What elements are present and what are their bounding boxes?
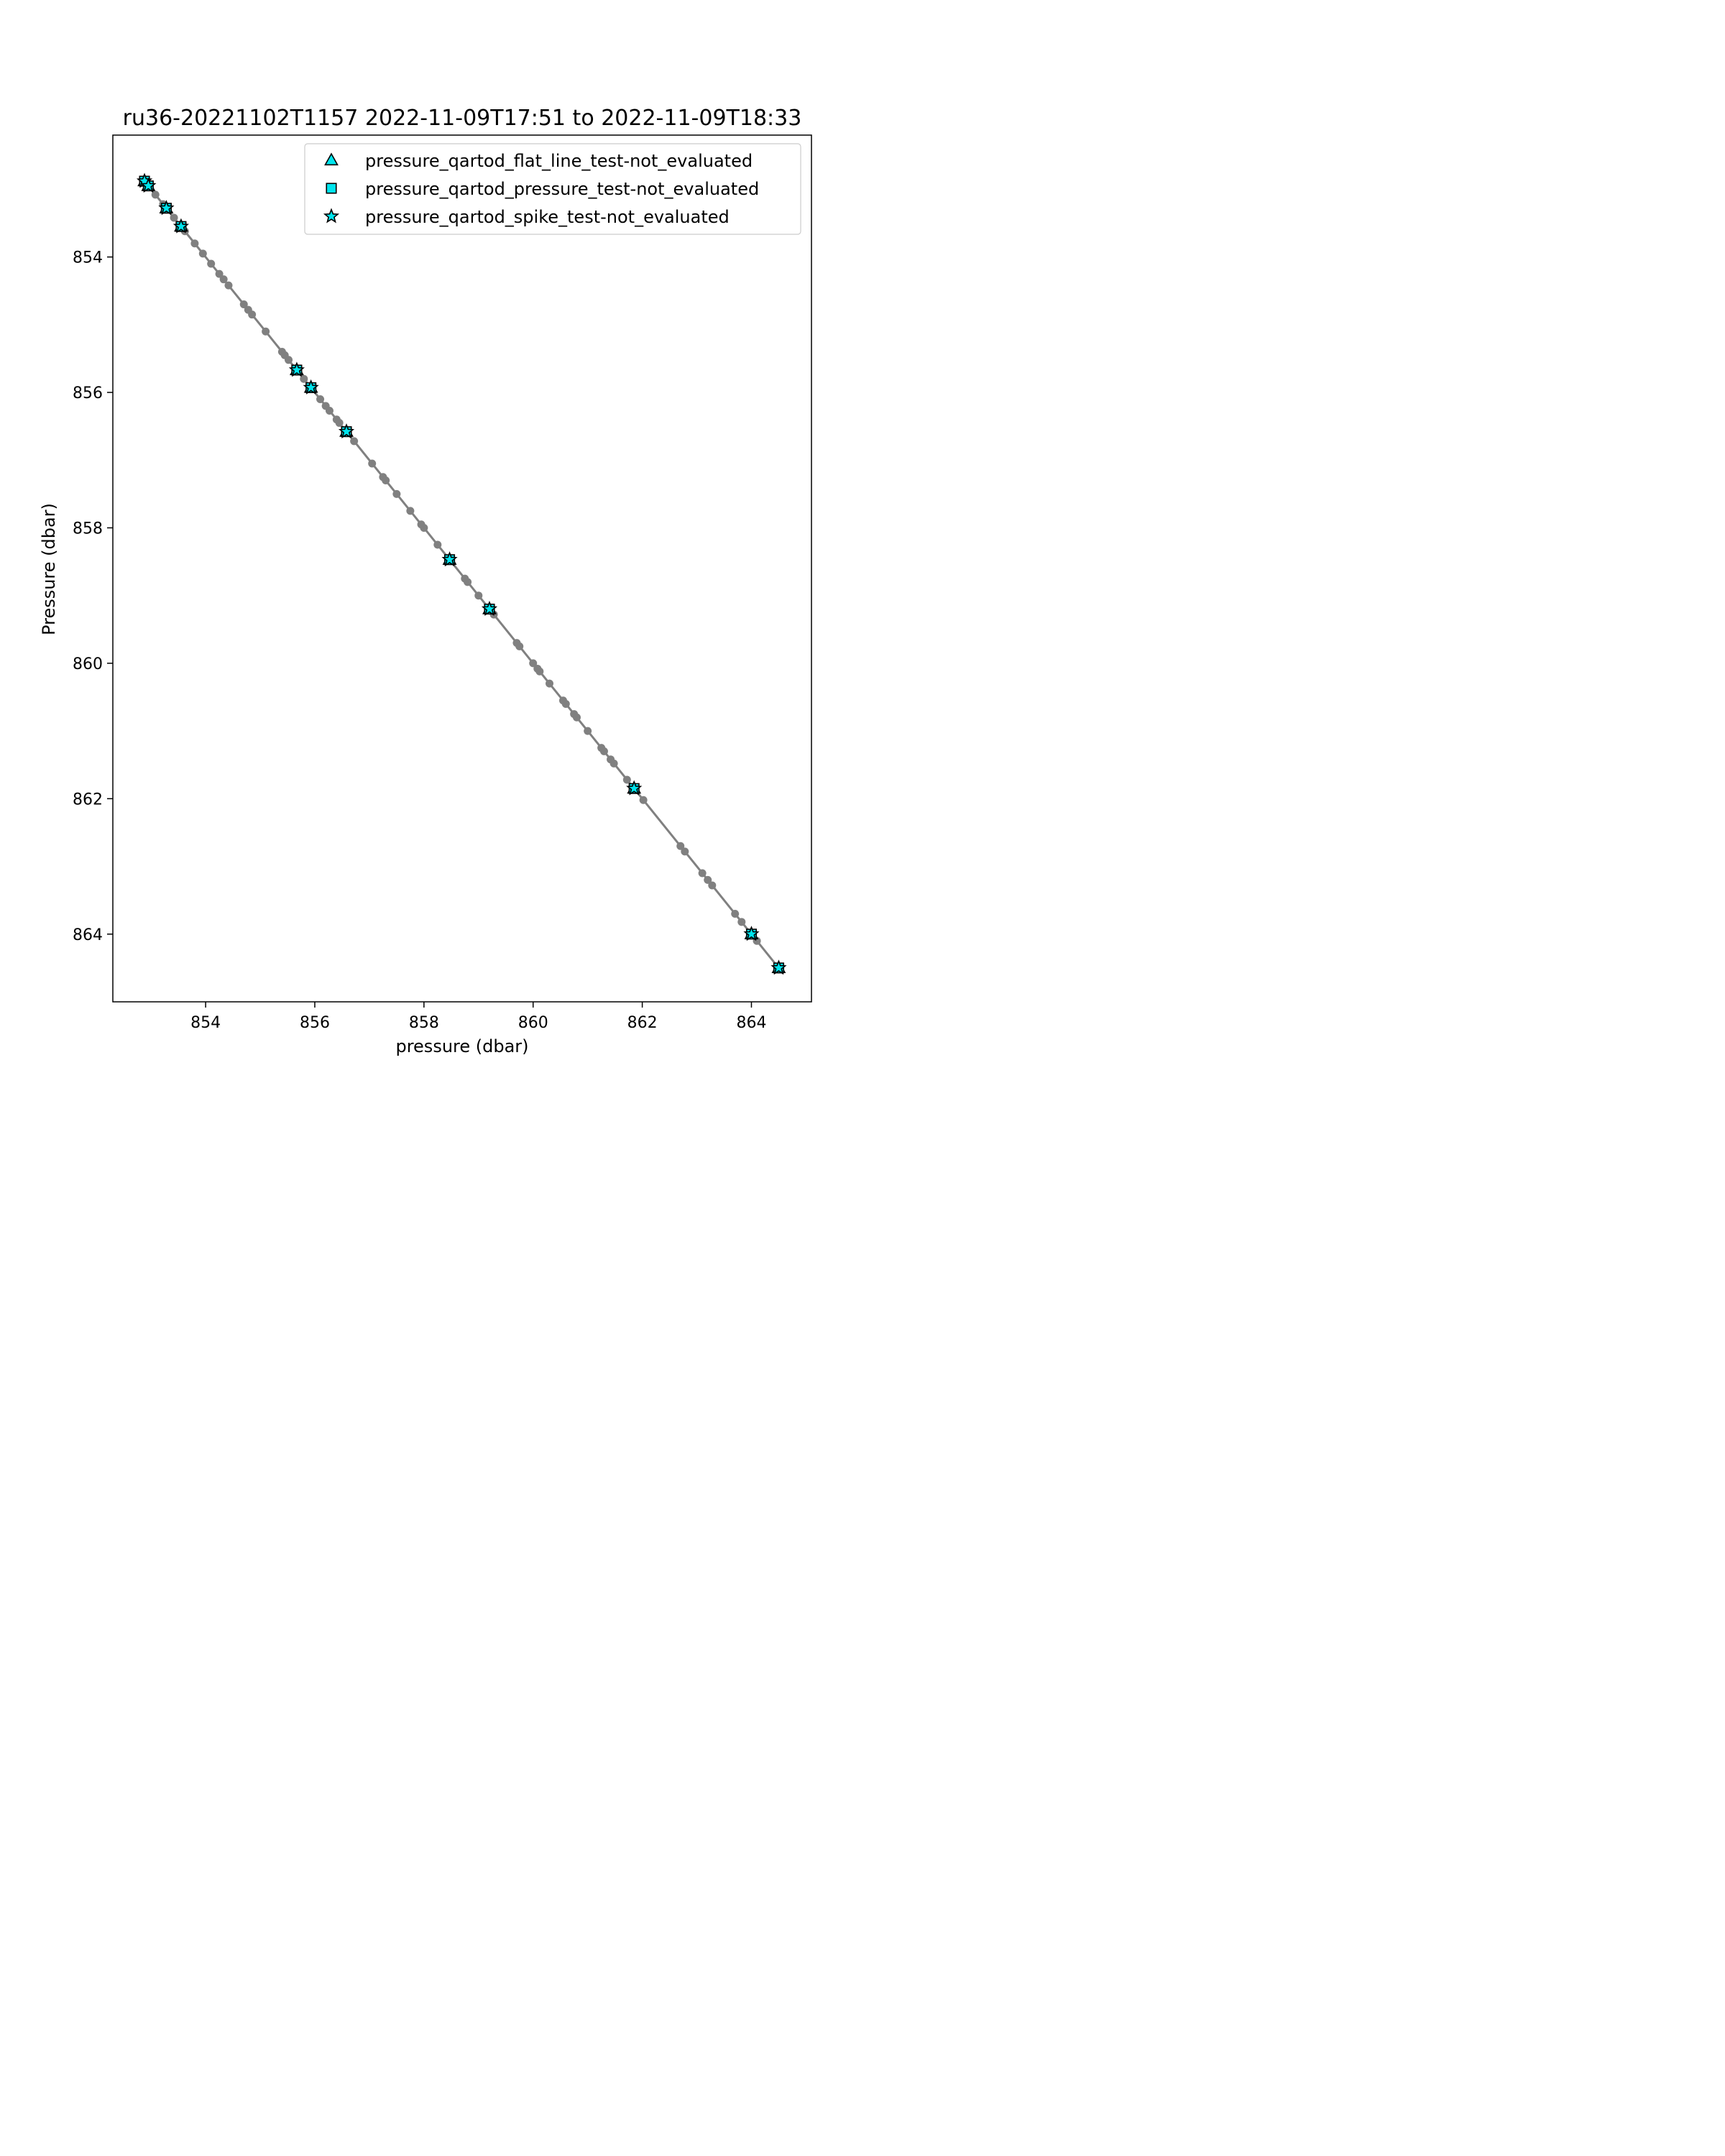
legend-label: pressure_qartod_flat_line_test-not_evalu… [365, 151, 753, 171]
axes: 854 856 858 860 862 864 854 856 858 860 862 864 [73, 249, 766, 1032]
data-point [420, 523, 428, 532]
data-point [316, 395, 325, 403]
x-tick-label: 856 [300, 1014, 330, 1032]
data-point [285, 356, 293, 364]
star-marker [158, 200, 175, 216]
data-point [262, 327, 270, 336]
x-tick-label: 860 [518, 1014, 548, 1032]
data-point [433, 540, 442, 549]
x-tick-label: 862 [627, 1014, 658, 1032]
x-tick-label: 864 [736, 1014, 766, 1032]
data-point [535, 667, 544, 676]
data-point [207, 259, 216, 268]
data-point [639, 796, 648, 804]
data-point [622, 775, 631, 784]
data-point [239, 300, 248, 309]
data-point [681, 847, 689, 856]
y-tick-label: 862 [73, 791, 103, 808]
x-axis-label: pressure (dbar) [395, 1036, 528, 1056]
data-point [335, 418, 344, 427]
data-point [224, 281, 233, 290]
star-marker [743, 926, 760, 941]
data-point [584, 727, 592, 735]
data-point [546, 679, 553, 688]
star-marker [770, 959, 787, 975]
data-point [698, 869, 707, 877]
y-tick-label: 856 [73, 384, 103, 402]
data-point [190, 239, 199, 248]
data-point [198, 249, 207, 258]
plot-frame [112, 134, 812, 1003]
y-tick-label: 854 [73, 249, 103, 267]
series-star [136, 172, 787, 975]
data-point [350, 437, 359, 446]
data-point [731, 910, 740, 918]
star-marker [172, 218, 190, 234]
data-point [219, 275, 228, 284]
star-marker [338, 423, 355, 439]
data-point [248, 310, 257, 319]
legend: pressure_qartod_flat_line_test-not_evalu… [304, 143, 801, 235]
data-point [704, 875, 712, 884]
data-point [515, 642, 524, 650]
x-tick-label: 854 [190, 1014, 221, 1032]
y-tick-label: 860 [73, 655, 103, 673]
data-point [464, 578, 472, 586]
legend-triangle-icon [324, 152, 339, 166]
y-tick-label: 864 [73, 926, 103, 944]
chart-title: ru36-20221102T1157 2022-11-09T17:51 to 2… [123, 106, 802, 131]
star-marker [303, 379, 319, 395]
data-point [406, 507, 415, 515]
legend-square-icon [326, 183, 337, 194]
legend-label: pressure_qartod_pressure_test-not_evalua… [365, 179, 759, 199]
x-tick-label: 858 [409, 1014, 439, 1032]
y-axis-label: Pressure (dbar) [39, 503, 59, 635]
data-point [151, 190, 160, 199]
legend-frame [304, 143, 801, 235]
data-point [170, 213, 178, 222]
star-marker [288, 361, 305, 377]
chart: ru36-20221102T1157 2022-11-09T17:51 to 2… [39, 106, 812, 1056]
data-point [215, 270, 224, 278]
plot-area [136, 172, 787, 975]
legend-star-icon [323, 208, 340, 224]
data-point [382, 476, 390, 485]
data-point [325, 406, 334, 415]
legend-entries: pressure_qartod_flat_line_test-not_evalu… [323, 151, 759, 227]
star-marker [626, 780, 643, 796]
data-point [561, 699, 570, 708]
star-marker [140, 177, 157, 193]
data-point [676, 842, 685, 850]
data-point [572, 713, 581, 722]
data-point [300, 374, 308, 383]
data-point [599, 747, 608, 755]
data-point [368, 459, 377, 468]
data-point [474, 591, 483, 600]
data-point [737, 918, 746, 926]
y-tick-label: 858 [73, 520, 103, 538]
star-marker [441, 551, 458, 567]
data-point [392, 489, 401, 498]
legend-label: pressure_qartod_spike_test-not_evaluated [365, 207, 730, 227]
data-point [610, 759, 618, 768]
star-marker [481, 600, 498, 616]
data-point [529, 659, 538, 668]
data-point [708, 881, 717, 890]
